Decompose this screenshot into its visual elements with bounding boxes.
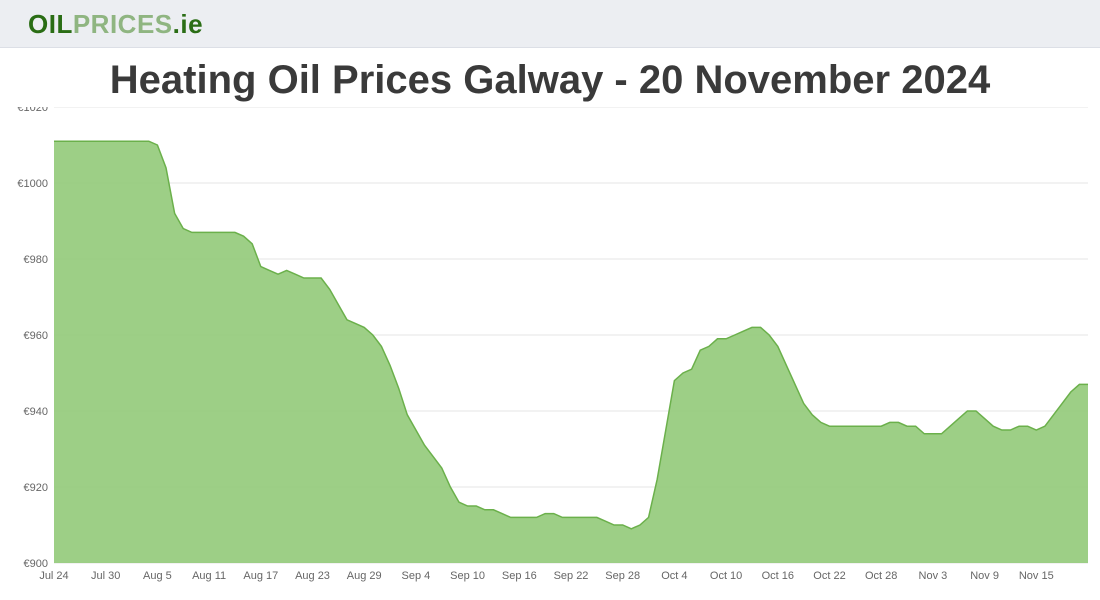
svg-text:Jul 24: Jul 24 bbox=[39, 570, 68, 582]
svg-text:€960: €960 bbox=[24, 330, 48, 342]
svg-text:€940: €940 bbox=[24, 406, 48, 418]
svg-text:Oct 22: Oct 22 bbox=[813, 570, 845, 582]
header-bar: OILPRICES.ie bbox=[0, 0, 1100, 48]
svg-text:€900: €900 bbox=[24, 558, 48, 570]
svg-text:Aug 17: Aug 17 bbox=[243, 570, 278, 582]
svg-text:Aug 11: Aug 11 bbox=[192, 570, 226, 582]
price-area-chart: €900 €920 €940 €960 €980 €1000 €1020 Jul 24 Jul … bbox=[0, 107, 1100, 587]
logo-part1: OIL bbox=[28, 9, 73, 39]
svg-text:Oct 4: Oct 4 bbox=[661, 570, 687, 582]
svg-text:Oct 16: Oct 16 bbox=[762, 570, 794, 582]
svg-text:Oct 28: Oct 28 bbox=[865, 570, 897, 582]
logo-suffix: .ie bbox=[173, 9, 203, 39]
svg-text:€1020: €1020 bbox=[17, 107, 48, 114]
svg-text:Sep 4: Sep 4 bbox=[402, 570, 431, 582]
svg-text:€920: €920 bbox=[24, 482, 48, 494]
svg-text:Jul 30: Jul 30 bbox=[91, 570, 120, 582]
logo-part2: PRICES bbox=[73, 9, 173, 39]
chart-container: €900 €920 €940 €960 €980 €1000 €1020 Jul 24 Jul … bbox=[0, 107, 1100, 597]
svg-text:Aug 23: Aug 23 bbox=[295, 570, 330, 582]
svg-text:Nov 3: Nov 3 bbox=[919, 570, 948, 582]
svg-text:Aug 29: Aug 29 bbox=[347, 570, 382, 582]
chart-title: Heating Oil Prices Galway - 20 November … bbox=[0, 58, 1100, 103]
svg-text:€1000: €1000 bbox=[17, 178, 48, 190]
svg-text:Oct 10: Oct 10 bbox=[710, 570, 742, 582]
svg-text:Nov 15: Nov 15 bbox=[1019, 570, 1054, 582]
svg-text:Aug 5: Aug 5 bbox=[143, 570, 172, 582]
svg-text:Sep 28: Sep 28 bbox=[605, 570, 640, 582]
svg-text:Sep 10: Sep 10 bbox=[450, 570, 485, 582]
svg-text:Sep 16: Sep 16 bbox=[502, 570, 537, 582]
svg-text:€980: €980 bbox=[24, 254, 48, 266]
svg-text:Nov 9: Nov 9 bbox=[970, 570, 999, 582]
svg-text:Sep 22: Sep 22 bbox=[554, 570, 589, 582]
chart-title-wrap: Heating Oil Prices Galway - 20 November … bbox=[0, 48, 1100, 107]
site-logo[interactable]: OILPRICES.ie bbox=[28, 11, 203, 37]
